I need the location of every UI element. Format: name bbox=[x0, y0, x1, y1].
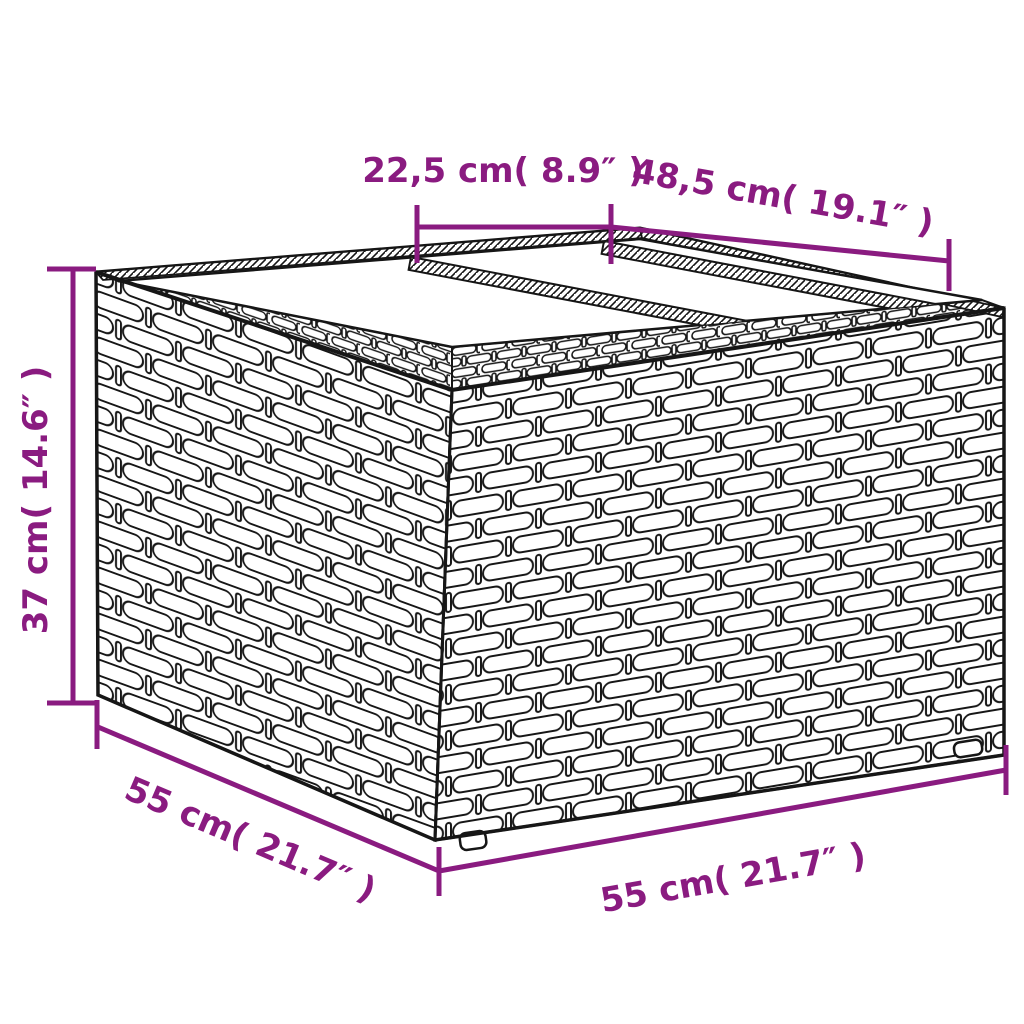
dimension-height: 37 cm( 14.6″ ) bbox=[16, 266, 96, 706]
dimension-width-label: 55 cm( 21.7″ ) bbox=[597, 835, 868, 921]
table-front-corner-edge bbox=[433, 389, 454, 841]
dimension-glass-panel-length-label: 48,5 cm( 19.1″ ) bbox=[629, 151, 936, 243]
dimension-depth-line bbox=[94, 700, 440, 874]
table-drawing bbox=[94, 226, 1006, 852]
dimension-width-line bbox=[436, 745, 1009, 896]
dimension-height-line bbox=[47, 266, 96, 706]
table-foot-right bbox=[952, 738, 984, 759]
dimension-glass-panel-width-label: 22,5 cm( 8.9″ ) bbox=[362, 151, 643, 191]
table-front-right-face bbox=[433, 306, 1006, 842]
dimension-glass-panel-length-line bbox=[610, 224, 952, 291]
dimension-glass-panel-width: 22,5 cm( 8.9″ ) bbox=[362, 151, 644, 264]
dimension-height-label: 37 cm( 14.6″ ) bbox=[16, 366, 56, 635]
dimension-glass-panel-width-line bbox=[414, 204, 614, 264]
